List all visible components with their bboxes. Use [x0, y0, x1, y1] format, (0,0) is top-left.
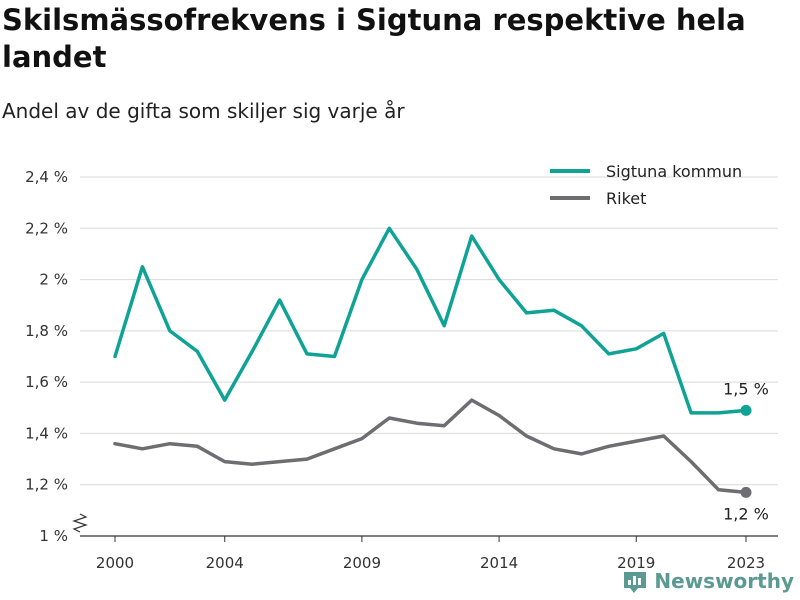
chart-subtitle: Andel av de gifta som skiljer sig varje … [2, 99, 405, 123]
legend: Sigtuna kommun Riket [550, 162, 742, 208]
y-tick-label: 2 % [39, 271, 68, 289]
series-endpoint [740, 404, 752, 416]
legend-label: Riket [606, 189, 646, 208]
series-line-sigtuna [113, 226, 748, 415]
axes: 1 % 1,2 % 1,4 % 1,6 % 1,8 % 2 % 2,2 % 2,4 % 2000… [25, 168, 778, 572]
y-tick-label: 2,2 % [25, 219, 68, 237]
brand-name: Newsworthy [654, 569, 794, 593]
y-tick-label: 1,8 % [25, 322, 68, 340]
end-value-label: 1,2 % [723, 504, 769, 523]
x-tick-label: 2014 [480, 554, 518, 572]
y-tick-label: 1 % [39, 527, 68, 545]
x-tick-label: 2009 [343, 554, 381, 572]
newsworthy-logo-icon [624, 572, 647, 593]
legend-label: Sigtuna kommun [606, 162, 742, 181]
brand: Newsworthy [622, 568, 794, 594]
series-line-riket [113, 398, 748, 495]
x-tick-label: 2004 [206, 554, 244, 572]
series-endpoint [740, 486, 752, 498]
series-lines: 1,5 % 1,2 % [113, 226, 769, 523]
x-tick-label: 2023 [727, 554, 765, 572]
x-tick-label: 2000 [96, 554, 134, 572]
y-tick-label: 1,4 % [25, 424, 68, 442]
y-tick-label: 2,4 % [25, 168, 68, 186]
axis-break-icon [72, 513, 88, 533]
chart-title: Skilsmässofrekvens i Sigtuna respektive … [2, 3, 746, 74]
grid-lines [80, 176, 778, 486]
x-tick-label: 2019 [617, 554, 655, 572]
end-value-label: 1,5 % [723, 379, 769, 398]
y-tick-label: 1,2 % [25, 476, 68, 494]
y-tick-label: 1,6 % [25, 373, 68, 391]
